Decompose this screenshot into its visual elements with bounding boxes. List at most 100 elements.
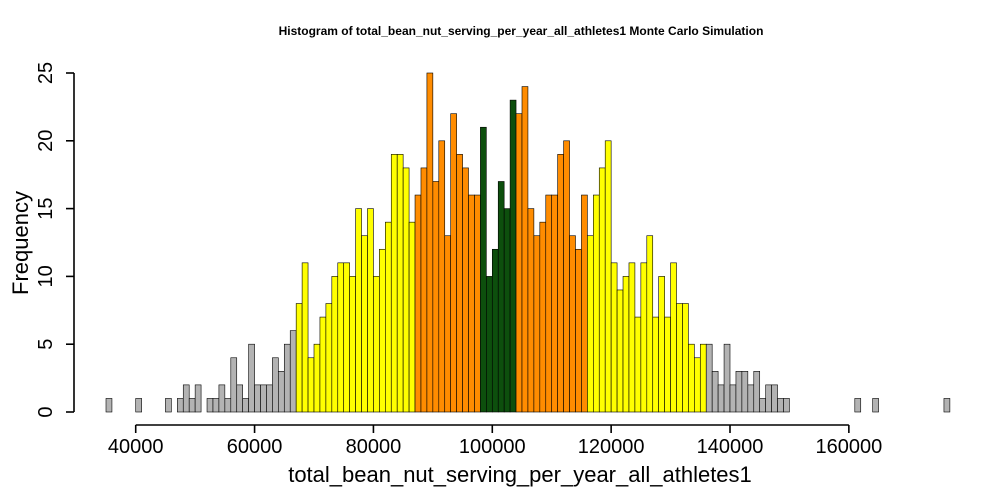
histogram-bar xyxy=(539,221,547,413)
histogram-bar xyxy=(705,343,713,413)
histogram-bar xyxy=(616,289,624,413)
x-tick-label: 40000 xyxy=(108,436,164,458)
y-tick-label: 20 xyxy=(35,130,57,152)
histogram-bar xyxy=(260,384,267,413)
histogram-bar xyxy=(230,357,238,413)
histogram-bar xyxy=(943,398,951,413)
histogram-bar xyxy=(765,384,772,413)
histogram-bar xyxy=(462,167,469,413)
histogram-bar xyxy=(729,384,737,413)
histogram-bar xyxy=(236,384,243,413)
histogram-bar xyxy=(699,343,707,413)
histogram-bar xyxy=(379,248,386,413)
y-axis: 0 5 10 15 20 25 xyxy=(35,62,75,418)
histogram-bar xyxy=(563,140,570,413)
x-tick-label: 140000 xyxy=(697,436,764,458)
x-axis: 40000 60000 80000 100000 120000 140000 160000 xyxy=(108,424,882,458)
histogram-bar xyxy=(319,316,327,413)
histogram-bar xyxy=(414,194,422,413)
histogram-bar xyxy=(349,276,356,413)
histogram-bar xyxy=(432,181,440,413)
y-tick-label: 10 xyxy=(35,265,57,287)
histogram-bar xyxy=(622,276,630,413)
histogram-bar xyxy=(652,316,659,413)
histogram-bar xyxy=(420,167,428,413)
histogram-bar xyxy=(640,262,648,413)
histogram-bar xyxy=(426,72,434,413)
histogram-bar xyxy=(343,262,350,413)
histogram-bar xyxy=(206,398,214,413)
histogram-bars xyxy=(105,72,951,413)
histogram-bar xyxy=(682,303,689,413)
histogram-bar xyxy=(658,276,665,413)
histogram-bar xyxy=(575,248,582,413)
histogram-bar xyxy=(581,194,588,413)
histogram-bar xyxy=(456,154,463,413)
histogram-bar xyxy=(390,154,398,413)
histogram-bar xyxy=(545,194,553,413)
histogram-bar xyxy=(676,303,683,413)
histogram-bar xyxy=(194,384,202,413)
x-axis-label: total_bean_nut_serving_per_year_all_athl… xyxy=(288,462,752,487)
histogram-bar xyxy=(670,262,677,413)
histogram-bar xyxy=(587,235,594,413)
y-axis-label: Frequency xyxy=(8,191,33,295)
histogram-bar xyxy=(278,371,285,413)
histogram-bar xyxy=(610,262,618,413)
histogram-bar xyxy=(444,235,451,413)
histogram-bar xyxy=(242,398,249,413)
histogram-bar xyxy=(628,262,636,413)
histogram-bar xyxy=(474,194,481,413)
histogram-bar xyxy=(254,384,261,413)
histogram-bar xyxy=(480,126,487,413)
histogram-bar xyxy=(295,303,303,413)
histogram-bar xyxy=(135,398,142,413)
histogram-bar xyxy=(105,398,113,413)
histogram-bar xyxy=(735,371,743,413)
histogram-bar xyxy=(503,208,511,413)
histogram-bar xyxy=(533,235,541,413)
x-tick-label: 100000 xyxy=(459,436,526,458)
histogram-bar xyxy=(307,357,315,413)
x-tick-label: 160000 xyxy=(815,436,882,458)
histogram-bar xyxy=(777,398,784,413)
histogram-bar xyxy=(212,398,220,413)
histogram-bar xyxy=(551,194,558,413)
histogram-bar xyxy=(527,208,535,413)
histogram-bar xyxy=(515,113,523,413)
histogram-bar xyxy=(182,384,190,413)
histogram-bar xyxy=(266,384,273,413)
histogram-bar xyxy=(783,398,790,413)
histogram-bar xyxy=(598,167,606,413)
y-tick-label: 0 xyxy=(35,406,57,417)
x-tick-label: 60000 xyxy=(227,436,283,458)
histogram-bar xyxy=(741,371,749,413)
histogram-bar xyxy=(497,181,505,413)
histogram-bar xyxy=(491,248,499,413)
histogram-bar xyxy=(646,235,654,413)
histogram-bar xyxy=(747,384,755,413)
y-tick-label: 5 xyxy=(35,339,57,350)
histogram-bar xyxy=(331,276,339,413)
histogram-bar xyxy=(367,208,374,413)
histogram-bar xyxy=(438,140,446,413)
histogram-bar xyxy=(521,86,529,413)
y-tick-label: 25 xyxy=(35,62,57,84)
histogram-bar xyxy=(325,303,333,413)
histogram-bar xyxy=(604,140,612,413)
histogram-bar xyxy=(361,235,368,413)
x-tick-label: 80000 xyxy=(346,436,402,458)
histogram-bar xyxy=(177,398,184,413)
histogram-bar xyxy=(301,262,309,413)
histogram-bar xyxy=(224,398,232,413)
histogram-bar xyxy=(717,384,725,413)
histogram-bar xyxy=(337,262,345,413)
histogram-bar xyxy=(854,398,862,413)
histogram-bar xyxy=(468,194,475,413)
histogram-bar xyxy=(753,371,761,413)
histogram-bar xyxy=(634,316,642,413)
histogram-bar xyxy=(723,343,731,413)
histogram-bar xyxy=(688,343,695,413)
histogram-bar xyxy=(569,235,576,413)
